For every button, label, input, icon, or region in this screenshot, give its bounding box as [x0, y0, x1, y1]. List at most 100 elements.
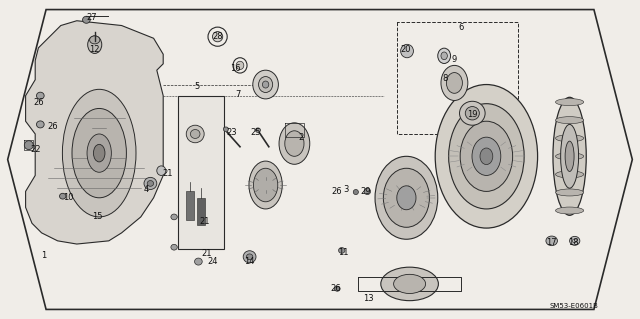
Ellipse shape [236, 61, 244, 70]
Ellipse shape [24, 141, 33, 150]
Text: SM53-E0601B: SM53-E0601B [550, 303, 598, 309]
Text: 18: 18 [568, 238, 579, 247]
Text: 25: 25 [251, 128, 261, 137]
Text: 6: 6 [458, 23, 463, 32]
Text: 26: 26 [331, 284, 341, 293]
Text: 8: 8 [443, 74, 448, 83]
Ellipse shape [157, 166, 166, 175]
Text: 2: 2 [298, 133, 303, 142]
Ellipse shape [212, 32, 223, 42]
Ellipse shape [553, 97, 586, 215]
Ellipse shape [87, 134, 111, 172]
Ellipse shape [243, 251, 256, 263]
Ellipse shape [335, 286, 340, 291]
Text: 17: 17 [547, 238, 557, 247]
Ellipse shape [546, 236, 557, 246]
Text: 28: 28 [212, 32, 223, 41]
Ellipse shape [556, 99, 584, 106]
Text: 21: 21 [163, 169, 173, 178]
Text: 26: 26 [332, 187, 342, 196]
Ellipse shape [460, 121, 513, 191]
Ellipse shape [285, 131, 304, 156]
Text: 22: 22 [30, 145, 40, 154]
Ellipse shape [381, 267, 438, 300]
Text: 26: 26 [47, 122, 58, 130]
Ellipse shape [441, 52, 447, 60]
Ellipse shape [262, 81, 269, 88]
Text: 26: 26 [33, 98, 44, 107]
Text: 13: 13 [364, 294, 374, 303]
Ellipse shape [90, 36, 100, 44]
Ellipse shape [191, 130, 200, 138]
Ellipse shape [570, 236, 580, 245]
Text: 23: 23 [227, 128, 237, 137]
Ellipse shape [397, 186, 416, 210]
Text: 21: 21 [202, 249, 212, 258]
Ellipse shape [171, 214, 177, 220]
Ellipse shape [195, 258, 202, 265]
Text: 7: 7 [236, 90, 241, 99]
Ellipse shape [339, 248, 345, 253]
Ellipse shape [480, 148, 493, 165]
Text: 24: 24 [208, 257, 218, 266]
Ellipse shape [60, 193, 66, 199]
Ellipse shape [83, 16, 90, 23]
Ellipse shape [375, 156, 438, 239]
Ellipse shape [246, 254, 253, 260]
Ellipse shape [253, 70, 278, 99]
Ellipse shape [36, 92, 44, 99]
Bar [186, 191, 194, 220]
Text: 11: 11 [338, 248, 348, 256]
Ellipse shape [279, 123, 310, 164]
Text: 1: 1 [41, 251, 46, 260]
Text: 10: 10 [63, 193, 74, 202]
Ellipse shape [253, 168, 278, 202]
Bar [178, 96, 224, 249]
Ellipse shape [186, 125, 204, 143]
Ellipse shape [394, 274, 426, 293]
Text: 5: 5 [195, 82, 200, 91]
Ellipse shape [441, 65, 468, 100]
Ellipse shape [435, 85, 538, 228]
Text: 15: 15 [92, 212, 102, 221]
Ellipse shape [171, 244, 177, 250]
Ellipse shape [565, 141, 574, 172]
Ellipse shape [556, 117, 584, 124]
Ellipse shape [63, 89, 136, 217]
Ellipse shape [465, 107, 479, 120]
Text: 9: 9 [452, 55, 457, 63]
Ellipse shape [556, 171, 584, 178]
Ellipse shape [88, 36, 102, 54]
Ellipse shape [438, 48, 451, 63]
Ellipse shape [561, 124, 579, 188]
Bar [197, 198, 205, 225]
Ellipse shape [556, 207, 584, 214]
Ellipse shape [36, 121, 44, 128]
Ellipse shape [93, 144, 105, 162]
Ellipse shape [472, 137, 500, 175]
Polygon shape [26, 21, 163, 244]
Ellipse shape [144, 177, 157, 189]
Ellipse shape [72, 108, 127, 198]
Ellipse shape [249, 161, 282, 209]
Ellipse shape [556, 135, 584, 142]
Ellipse shape [223, 127, 228, 131]
Text: 4: 4 [143, 185, 148, 194]
Ellipse shape [449, 104, 524, 209]
Text: 12: 12 [90, 45, 100, 54]
Ellipse shape [255, 128, 260, 132]
Ellipse shape [383, 168, 429, 227]
Text: 16: 16 [230, 64, 241, 73]
Ellipse shape [147, 181, 154, 186]
Text: 20: 20 [401, 45, 411, 54]
Text: 21: 21 [200, 217, 210, 226]
Text: 27: 27 [87, 13, 97, 22]
Text: 29: 29 [361, 187, 371, 196]
Text: 14: 14 [244, 257, 255, 266]
Ellipse shape [259, 77, 273, 93]
Ellipse shape [447, 73, 463, 93]
Ellipse shape [401, 44, 413, 58]
Ellipse shape [556, 153, 584, 160]
Text: 3: 3 [343, 185, 348, 194]
Ellipse shape [364, 188, 371, 195]
